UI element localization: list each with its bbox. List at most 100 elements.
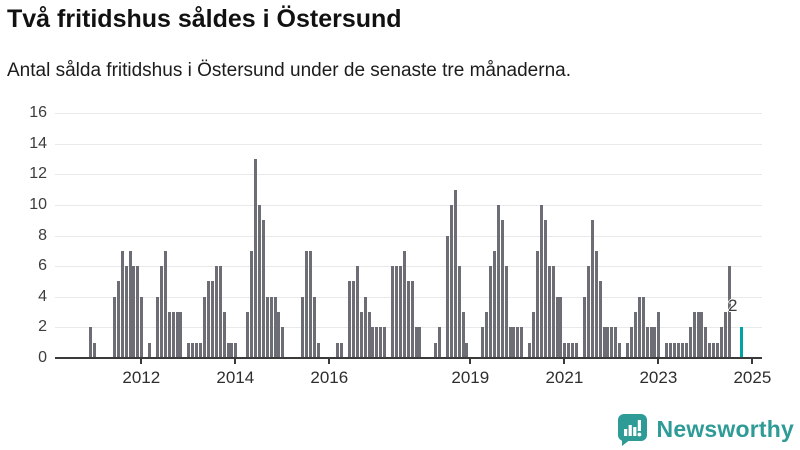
bar xyxy=(112,296,116,359)
bar xyxy=(704,327,708,358)
x-axis-tick-label: 2014 xyxy=(216,368,255,387)
y-axis-tick-label: 12 xyxy=(29,165,47,183)
bar xyxy=(614,327,618,358)
bar xyxy=(391,266,394,358)
bar xyxy=(351,281,355,358)
bar xyxy=(567,342,571,358)
bar xyxy=(124,266,128,358)
bar xyxy=(253,158,257,358)
bar xyxy=(402,250,406,358)
bar xyxy=(406,281,410,358)
bar xyxy=(669,342,673,358)
x-axis-tick-label: 2023 xyxy=(639,368,678,387)
bar xyxy=(355,266,359,358)
bar xyxy=(606,327,610,358)
y-axis-tick-label: 0 xyxy=(38,349,47,366)
x-axis-tick xyxy=(234,359,237,364)
bar xyxy=(418,327,422,358)
y-axis-tick-label: 10 xyxy=(29,195,47,213)
bar xyxy=(637,296,641,359)
bar xyxy=(175,312,179,358)
x-axis-tick-label: 2025 xyxy=(733,368,772,387)
x-axis-tick-label: 2016 xyxy=(310,368,349,387)
bar xyxy=(673,342,677,358)
bar xyxy=(234,342,238,358)
bar xyxy=(485,312,489,358)
bar xyxy=(453,189,457,358)
bar xyxy=(657,312,661,358)
bar xyxy=(312,296,316,359)
bar xyxy=(187,342,191,358)
bar xyxy=(688,327,692,358)
bar xyxy=(226,342,230,358)
bar xyxy=(148,342,152,358)
x-axis-tick-label: 2021 xyxy=(545,368,584,387)
bar xyxy=(191,342,195,358)
newsworthy-logo[interactable]: Newsworthy xyxy=(615,412,794,446)
bar xyxy=(383,327,387,358)
bar xyxy=(520,327,524,358)
bar xyxy=(214,266,218,358)
bar xyxy=(367,312,371,358)
bar xyxy=(140,296,144,359)
bar xyxy=(602,327,606,358)
bar xyxy=(586,266,590,358)
bar xyxy=(692,312,696,358)
bar xyxy=(132,266,136,358)
bar xyxy=(202,296,206,359)
gridline xyxy=(55,266,762,268)
bar xyxy=(222,312,226,358)
bar xyxy=(563,342,567,358)
bar xyxy=(532,312,536,358)
bar xyxy=(89,327,93,358)
x-axis-tick-label: 2012 xyxy=(122,368,161,387)
bar xyxy=(155,296,159,359)
bar xyxy=(708,342,712,358)
bar xyxy=(512,327,516,358)
bar xyxy=(179,312,183,358)
bar xyxy=(445,235,449,358)
y-axis-tick-label: 14 xyxy=(29,134,47,152)
bar xyxy=(300,296,304,359)
bar xyxy=(508,327,512,358)
bar xyxy=(375,327,379,358)
x-axis-tick xyxy=(657,359,660,364)
chart-title: Två fritidshus såldes i Östersund xyxy=(7,5,402,33)
bar xyxy=(269,296,273,359)
bar xyxy=(359,312,363,358)
bar xyxy=(116,281,120,358)
bar xyxy=(496,204,500,358)
bar xyxy=(590,220,594,358)
bar xyxy=(199,342,203,358)
bar xyxy=(347,281,351,358)
bar xyxy=(398,266,402,358)
bar xyxy=(163,250,167,358)
chart-subtitle: Antal sålda fritidshus i Östersund under… xyxy=(7,60,571,81)
last-bar-value-label: 2 xyxy=(728,296,738,315)
x-axis-tick xyxy=(563,359,566,364)
bar xyxy=(559,296,563,359)
bar xyxy=(626,342,630,358)
bar xyxy=(308,250,312,358)
bar xyxy=(195,342,199,358)
bar xyxy=(645,327,649,358)
bar xyxy=(316,342,320,358)
bar xyxy=(246,312,250,358)
y-axis-tick-label: 4 xyxy=(38,287,47,305)
bar xyxy=(488,266,492,358)
bar xyxy=(273,296,277,359)
bar xyxy=(547,266,551,358)
bar xyxy=(128,250,132,358)
bar xyxy=(206,281,210,358)
y-axis-tick-label: 8 xyxy=(38,226,47,244)
x-axis-tick xyxy=(328,359,331,364)
bar xyxy=(649,327,653,358)
bar xyxy=(539,204,543,358)
bar xyxy=(434,342,438,358)
bar xyxy=(210,281,214,358)
bar xyxy=(167,312,171,358)
bar xyxy=(410,281,414,358)
bar xyxy=(257,204,261,358)
